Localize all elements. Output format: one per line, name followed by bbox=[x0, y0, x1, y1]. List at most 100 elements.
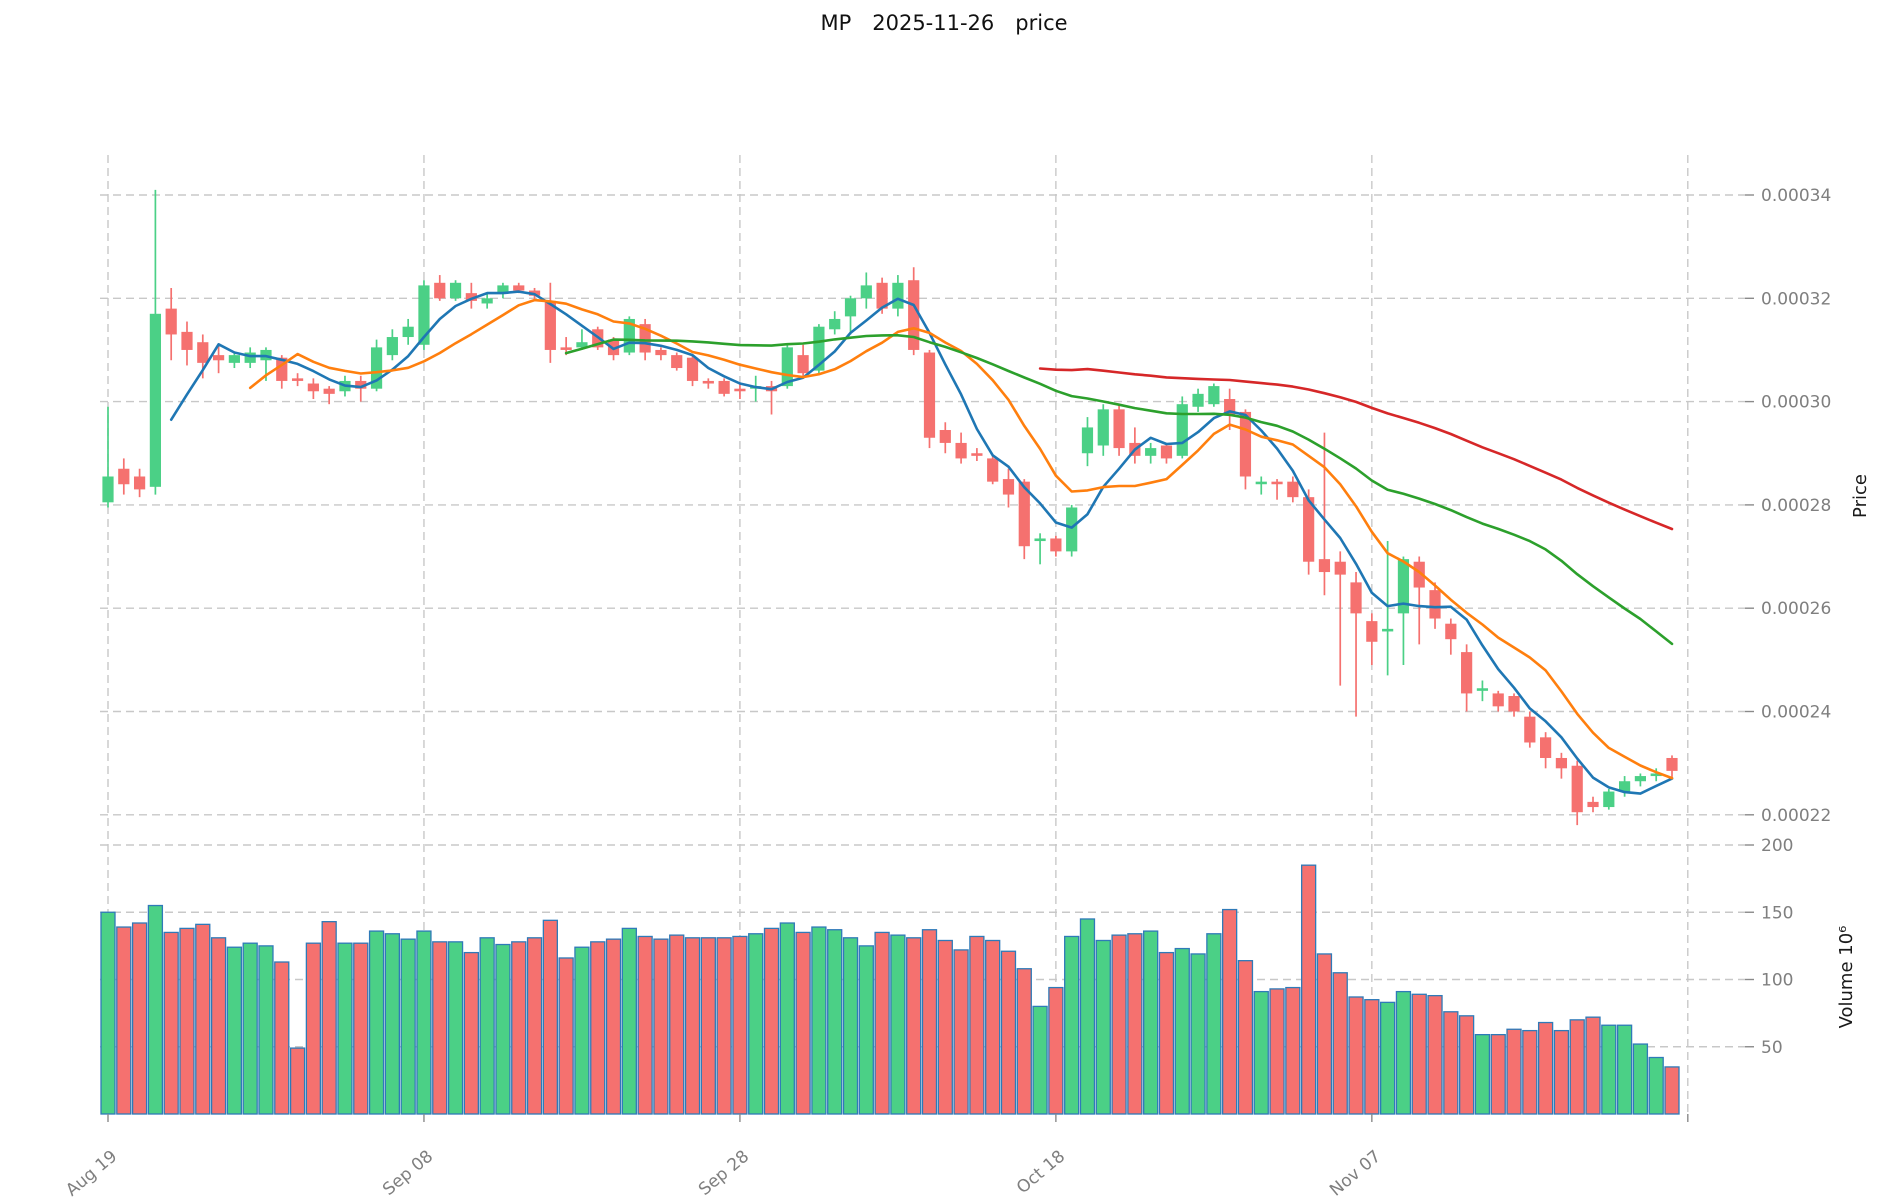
candle-body bbox=[876, 282, 888, 309]
x-tick-label: Sep 08 bbox=[379, 1147, 437, 1200]
candle-body bbox=[686, 357, 699, 381]
candle-body bbox=[1366, 621, 1378, 642]
volume-bar bbox=[195, 923, 211, 1115]
volume-bar bbox=[1222, 908, 1238, 1115]
candle-body bbox=[829, 318, 841, 330]
volume-bar bbox=[1474, 1033, 1491, 1115]
candle-body bbox=[1113, 409, 1125, 449]
volume-bar bbox=[337, 942, 353, 1115]
candle-body bbox=[1445, 623, 1457, 640]
candle-body bbox=[1034, 538, 1046, 542]
volume-bar bbox=[305, 942, 322, 1115]
volume-bar bbox=[258, 945, 274, 1115]
candle-body bbox=[355, 380, 367, 389]
volume-bar bbox=[542, 919, 558, 1115]
candle-body bbox=[544, 300, 556, 350]
volume-bar bbox=[131, 922, 148, 1115]
price-tick-label: 0.00022 bbox=[1761, 806, 1831, 826]
candle-body bbox=[1429, 590, 1441, 619]
volume-bar bbox=[447, 941, 464, 1115]
volume-bar bbox=[1237, 960, 1254, 1115]
volume-bar bbox=[921, 929, 938, 1115]
candle-body bbox=[149, 313, 161, 487]
candle-body bbox=[197, 342, 209, 363]
candle-body bbox=[1397, 559, 1410, 614]
x-tick-label: Aug 19 bbox=[62, 1147, 121, 1201]
volume-bar bbox=[669, 934, 685, 1115]
volume-bar bbox=[558, 957, 574, 1115]
candle-body bbox=[844, 298, 857, 317]
volume-bar bbox=[1300, 864, 1317, 1115]
candle-body bbox=[1650, 773, 1662, 777]
x-tick-label: Sep 28 bbox=[695, 1147, 753, 1200]
x-tick-label: Nov 07 bbox=[1326, 1147, 1385, 1201]
candle-body bbox=[1208, 386, 1220, 405]
volume-bar bbox=[1190, 953, 1206, 1115]
candle-layer bbox=[102, 189, 1678, 826]
price-tick-label: 0.00032 bbox=[1761, 289, 1831, 309]
candle-body bbox=[291, 378, 304, 381]
candle-body bbox=[734, 388, 746, 392]
volume-bar bbox=[1079, 918, 1096, 1115]
candle-body bbox=[1382, 628, 1394, 632]
volume-bar bbox=[368, 930, 385, 1115]
candle-body bbox=[1081, 427, 1094, 454]
candle-body bbox=[1492, 693, 1504, 707]
candle-body bbox=[560, 347, 572, 350]
volume-bar bbox=[116, 926, 132, 1115]
volume-bar bbox=[937, 939, 953, 1115]
candle-body bbox=[1255, 481, 1267, 485]
candle-body bbox=[1571, 765, 1583, 813]
candle-body bbox=[481, 298, 493, 304]
candle-body bbox=[702, 380, 714, 384]
volume-bar bbox=[353, 942, 369, 1115]
candle-body bbox=[1350, 582, 1362, 614]
volume-axis-label: Volume 10⁶ bbox=[1836, 926, 1857, 1029]
volume-bar bbox=[1048, 986, 1064, 1115]
volume-bar bbox=[1427, 994, 1443, 1115]
volume-bar bbox=[495, 943, 511, 1115]
price-tick-label: 0.00026 bbox=[1761, 599, 1831, 619]
candle-body bbox=[513, 285, 525, 291]
volume-bar bbox=[1522, 1029, 1538, 1115]
volume-tick-label: 100 bbox=[1761, 971, 1793, 991]
volume-bar bbox=[1648, 1056, 1664, 1115]
volume-bar bbox=[906, 937, 922, 1115]
volume-bar bbox=[526, 937, 543, 1115]
volume-bar bbox=[384, 933, 401, 1115]
candle-body bbox=[118, 468, 130, 485]
volume-bar bbox=[1032, 1005, 1048, 1115]
price-tick-label: 0.00030 bbox=[1761, 393, 1831, 413]
volume-bar bbox=[1585, 1016, 1601, 1115]
volume-tick-label: 200 bbox=[1761, 836, 1793, 856]
candle-body bbox=[386, 337, 398, 356]
volume-bar bbox=[163, 931, 179, 1115]
volume-bar bbox=[1569, 1019, 1585, 1115]
candle-body bbox=[1476, 688, 1489, 691]
candle-body bbox=[1619, 781, 1631, 792]
candle-body bbox=[1318, 559, 1331, 573]
chart-title: MP 2025-11-26 price bbox=[820, 11, 1067, 35]
price-tick-label: 0.00028 bbox=[1761, 496, 1831, 516]
volume-bar bbox=[179, 927, 195, 1115]
volume-bar bbox=[1395, 990, 1412, 1115]
candle-body bbox=[1587, 801, 1599, 808]
candle-body bbox=[860, 285, 872, 299]
volume-bar bbox=[795, 931, 811, 1115]
volume-bar bbox=[842, 937, 859, 1115]
volume-bar bbox=[1332, 972, 1348, 1115]
volume-bar bbox=[763, 927, 780, 1115]
candle-body bbox=[987, 458, 999, 482]
candle-body bbox=[939, 430, 951, 443]
candle-body bbox=[1303, 497, 1315, 562]
volume-bar bbox=[1158, 951, 1175, 1115]
volume-bar bbox=[274, 961, 290, 1115]
volume-bar bbox=[1379, 1001, 1396, 1115]
candle-body bbox=[1160, 445, 1173, 459]
volume-bar bbox=[732, 935, 748, 1115]
ma5-line bbox=[169, 290, 1674, 795]
candle-body bbox=[797, 355, 809, 374]
candle-body bbox=[971, 453, 983, 456]
volume-layer bbox=[100, 864, 1680, 1115]
candle-body bbox=[465, 293, 477, 301]
